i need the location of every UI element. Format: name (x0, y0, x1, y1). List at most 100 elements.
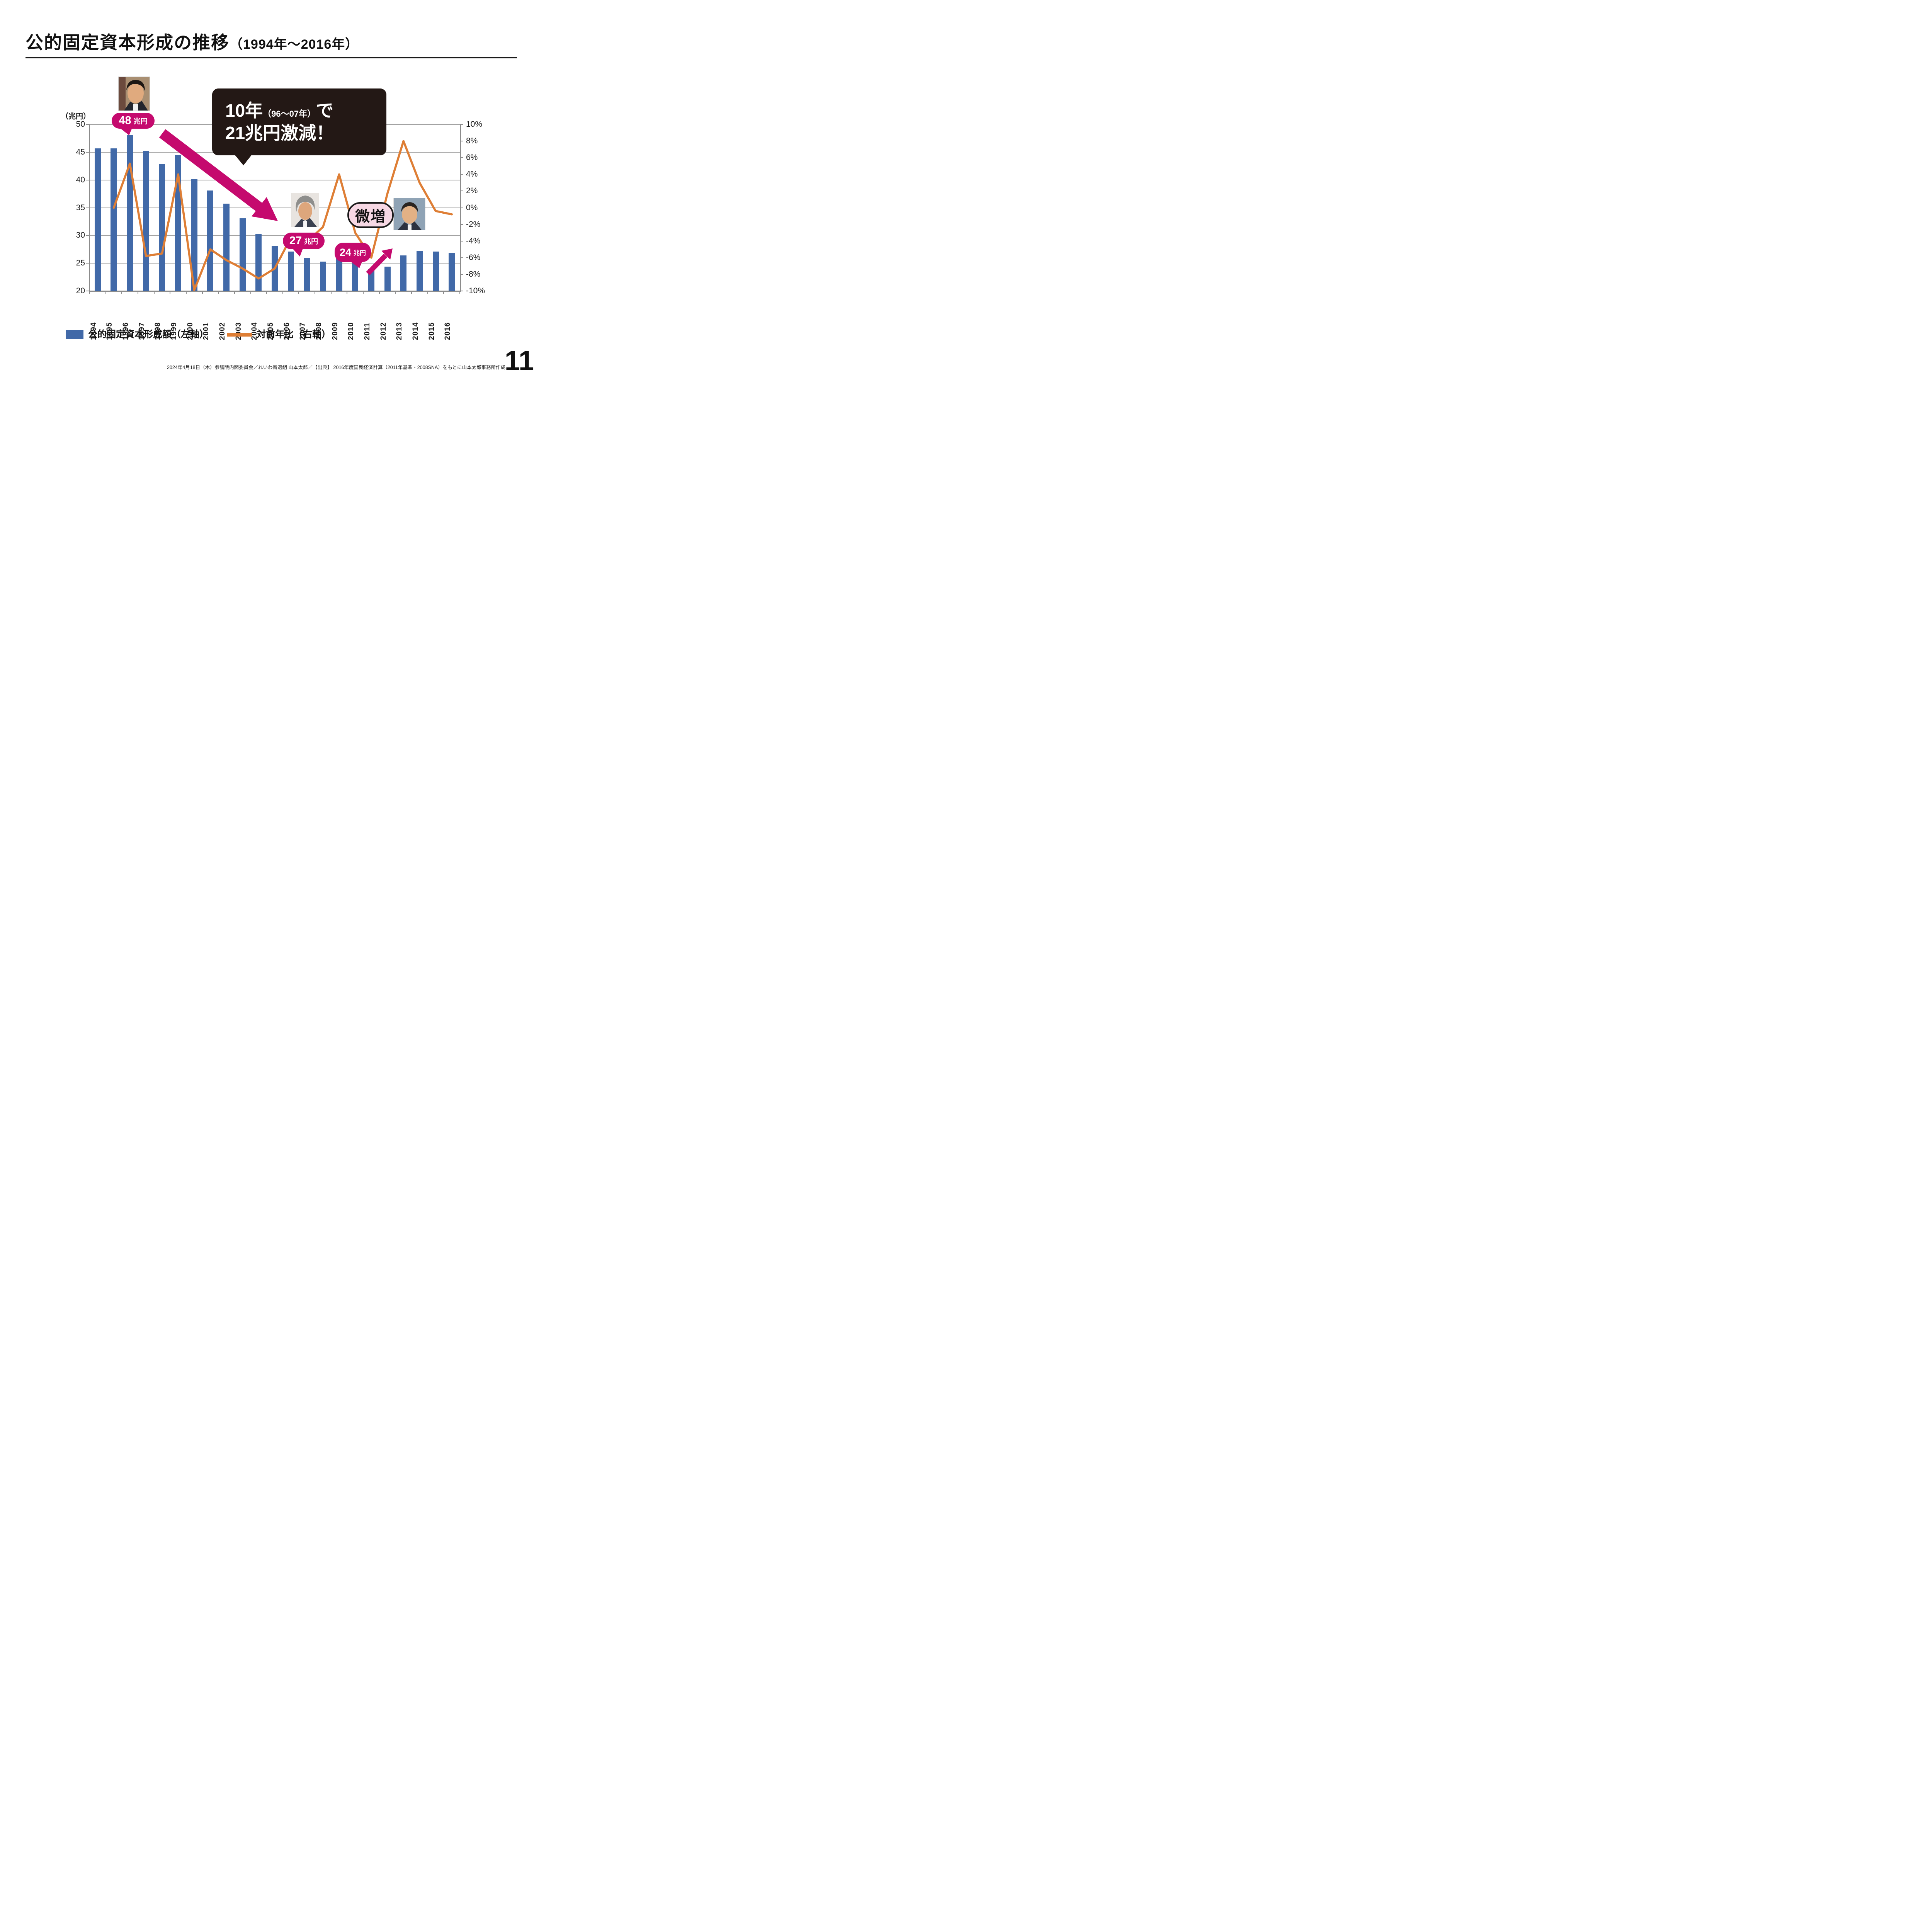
callout-27-value: 27 (289, 235, 302, 247)
pm-hashimoto-photo (119, 77, 150, 111)
bar-1998 (159, 164, 165, 291)
bar-2008 (320, 261, 326, 291)
left-axis-tick-label: 20 (76, 286, 85, 295)
callout-24-unit: 兆円 (354, 250, 366, 257)
callout-48-trillion: 48 兆円 (112, 113, 155, 129)
left-axis-tick (86, 235, 90, 236)
left-axis-tick (86, 263, 90, 264)
legend-bar-swatch (66, 330, 83, 339)
bar-2014 (416, 251, 423, 291)
pm-abe-photo-placeholder (394, 198, 425, 230)
x-axis-tick (105, 291, 106, 294)
right-axis-tick-label: -2% (466, 219, 481, 229)
x-axis-tick (459, 291, 460, 294)
legend-bar-label: 公的固定資本形成額（左軸） (88, 329, 209, 340)
pm-hashimoto-photo-placeholder (119, 77, 150, 111)
x-axis-tick (202, 291, 203, 294)
bar-2002 (223, 204, 230, 291)
x-axis-tick (218, 291, 219, 294)
speech-bubble-line1: 10年（96〜07年）で (225, 100, 386, 122)
bar-2000 (191, 179, 197, 291)
yoy-line-layer (112, 140, 453, 291)
left-axis-tick-label: 50 (76, 120, 85, 129)
left-axis-tick (86, 151, 90, 153)
page-title-range: （1994年〜2016年） (230, 37, 359, 52)
right-axis-tick-label: -4% (466, 236, 481, 245)
uptick-arrow-head (381, 248, 393, 260)
x-axis-tick (363, 291, 364, 294)
callout-24-tail (350, 261, 362, 268)
speech-bubble: 10年（96〜07年）で 21兆円激減！ (212, 88, 386, 155)
left-axis-tick-label: 45 (76, 147, 85, 156)
grid-line (90, 235, 460, 236)
right-axis-tick-label: 2% (466, 186, 478, 196)
footer-source-text: 2024年4月18日（木）参議院内閣委員会／れいわ新選組 山本太郎／【出典】 2… (167, 365, 505, 370)
x-axis-tick (89, 291, 90, 294)
bar-2003 (239, 218, 246, 291)
plunge-arrow-shaft (159, 129, 263, 212)
bar-2006 (287, 251, 294, 291)
page-title: 公的固定資本形成の推移（1994年〜2016年） (26, 29, 359, 54)
right-axis-tick-label: 4% (466, 170, 478, 179)
x-axis-tick (250, 291, 251, 294)
left-axis-unit-label: （兆円） (61, 112, 91, 121)
slide: 公的固定資本形成の推移（1994年〜2016年） 50 45 40 35 30 25 20 1… (0, 0, 543, 383)
callout-27-trillion: 27 兆円 (283, 233, 325, 249)
x-axis-tick (121, 291, 122, 294)
left-axis-tick-label: 35 (76, 203, 85, 212)
legend-line-swatch (227, 333, 252, 337)
speech-bubble-tail (235, 155, 252, 165)
right-axis-tick (460, 240, 463, 242)
bar-2009 (336, 256, 342, 291)
legend-line-label: 対前年比（右軸） (257, 329, 331, 340)
right-axis-tick-label: -8% (466, 269, 481, 279)
right-axis-tick-label: 0% (466, 203, 478, 212)
right-axis-tick (460, 124, 463, 125)
x-axis-line (89, 291, 461, 292)
x-axis-tick (234, 291, 235, 294)
right-axis-tick-label: 8% (466, 136, 478, 146)
left-axis-line (89, 124, 90, 292)
callout-24-value: 24 (339, 246, 352, 258)
right-axis-tick (460, 174, 463, 175)
right-axis-tick-label: 6% (466, 153, 478, 162)
page-number: 11 (504, 345, 534, 376)
speech-bubble-line1-de: で (316, 100, 334, 121)
pm-koizumi-photo (291, 193, 319, 227)
left-axis-tick (86, 124, 90, 125)
x-axis-tick (395, 291, 396, 294)
x-axis-tick (427, 291, 428, 294)
x-axis-tick (379, 291, 380, 294)
callout-48-tail (120, 128, 132, 135)
x-axis-tick (153, 291, 155, 294)
page-title-main: 公的固定資本形成の推移 (26, 32, 230, 53)
right-axis-tick (460, 224, 463, 225)
x-axis-tick (330, 291, 332, 294)
right-axis-tick-label: -10% (466, 286, 485, 295)
bar-2013 (400, 255, 407, 291)
x-axis-tick (266, 291, 267, 294)
uptick-arrow-shaft (366, 253, 388, 276)
bar-2015 (432, 251, 439, 291)
callout-27-unit: 兆円 (304, 237, 318, 245)
right-axis-tick (460, 257, 463, 258)
x-axis-tick (185, 291, 187, 294)
bar-2010 (352, 260, 359, 291)
callout-27-tail (293, 248, 303, 257)
bar-2012 (384, 266, 391, 291)
annotation-shapes-layer (120, 128, 393, 276)
x-axis-tick (443, 291, 444, 294)
speech-bubble-line1-small: （96〜07年） (263, 109, 316, 119)
right-axis-tick (460, 157, 463, 158)
bar-1995 (111, 148, 117, 291)
left-axis-tick-label: 40 (76, 175, 85, 184)
plunge-arrow-head (252, 197, 278, 221)
yoy-line (112, 140, 453, 291)
x-axis-tick (298, 291, 299, 294)
right-axis-tick-label: -6% (466, 253, 481, 262)
speech-bubble-line2: 21兆円激減！ (225, 122, 334, 143)
left-axis-tick-label: 30 (76, 231, 85, 240)
right-axis-tick (460, 274, 463, 275)
x-axis-tick (411, 291, 412, 294)
right-axis-line (460, 124, 461, 292)
